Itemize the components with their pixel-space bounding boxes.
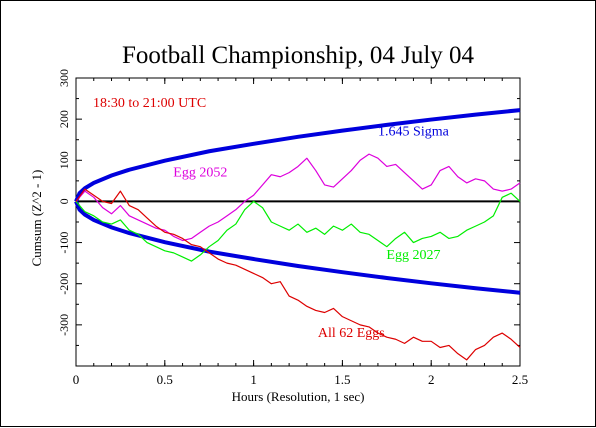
y-axis-label: Cumsum (Z^2 - 1) <box>29 170 44 267</box>
x-tick-label: 1 <box>250 372 257 387</box>
sigma-upper-line <box>74 108 521 203</box>
y-tick-label: 200 <box>57 110 71 128</box>
plot-area: 0 0.5 1 1.5 2 2.5 300 200 100 0 -100 -200 -300 1.645 … <box>57 69 528 387</box>
annotation-1-645-sigma: 1.645 Sigma <box>378 125 450 140</box>
series-line-all-62-eggs <box>75 188 521 361</box>
y-tick-label: -200 <box>57 273 71 295</box>
series-line-egg-2027 <box>75 192 521 262</box>
x-tick-label: 1.5 <box>334 372 350 387</box>
y-tick-label: -300 <box>57 314 71 336</box>
y-tick-label: 0 <box>57 198 71 204</box>
annotation-egg-2052: Egg 2052 <box>173 166 227 181</box>
x-tick-label: 0 <box>73 372 80 387</box>
annotation-all-62-eggs: All 62 Eggs <box>318 326 385 341</box>
x-tick-label: 2 <box>428 372 435 387</box>
annotation-egg-2027: Egg 2027 <box>386 248 440 263</box>
y-tick-label: 300 <box>57 69 71 87</box>
x-axis-label: Hours (Resolution, 1 sec) <box>232 389 365 404</box>
chart-subtitle: 18:30 to 21:00 UTC <box>93 96 206 111</box>
y-tick-label: 100 <box>57 151 71 169</box>
chart-title: Football Championship, 04 July 04 <box>122 42 475 69</box>
x-tick-label: 0.5 <box>157 372 173 387</box>
x-tick-label: 2.5 <box>512 372 528 387</box>
y-tick-label: -100 <box>57 232 71 254</box>
series-line-egg-2052 <box>75 153 521 242</box>
sigma-lower-line <box>74 200 521 295</box>
